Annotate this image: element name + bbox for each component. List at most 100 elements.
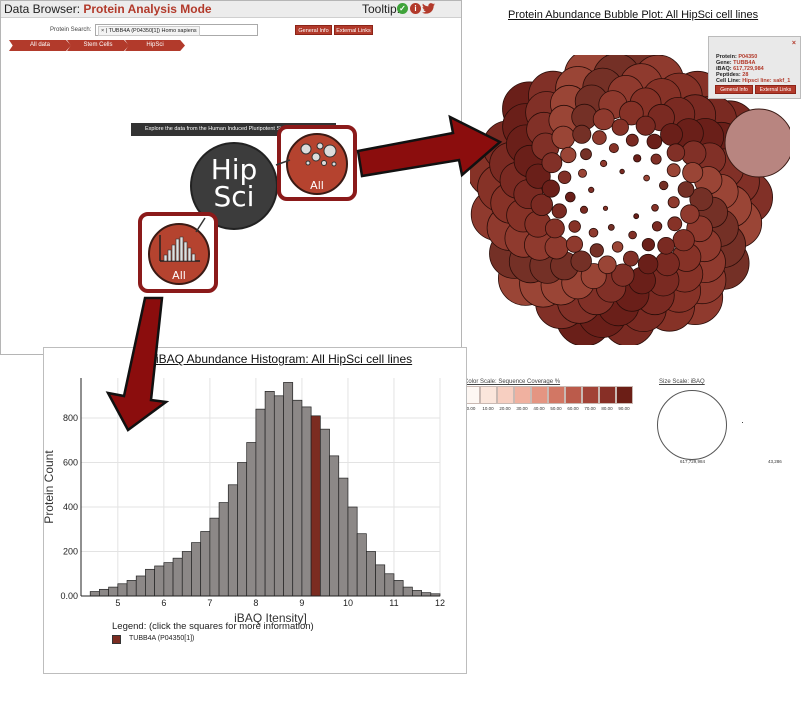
bubble-plot-tile[interactable]: All xyxy=(277,125,357,201)
bubble[interactable] xyxy=(592,108,615,131)
histogram-bar[interactable] xyxy=(181,551,192,597)
bubble[interactable] xyxy=(650,153,662,165)
breadcrumb-all-data[interactable]: All data xyxy=(9,40,71,51)
bubble[interactable] xyxy=(654,251,680,277)
tooltip-external-links-button[interactable]: External Links xyxy=(755,85,796,94)
bubble[interactable] xyxy=(611,241,624,253)
histogram-bar[interactable] xyxy=(338,477,349,597)
histogram-bar[interactable] xyxy=(347,506,358,597)
search-token[interactable]: × | TUBB4A (P04350[1]) Homo sapiens xyxy=(98,26,200,36)
bubble[interactable] xyxy=(635,115,656,136)
breadcrumb-stem-cells[interactable]: Stem Cells xyxy=(67,40,129,51)
bubble[interactable] xyxy=(544,235,569,260)
bubble[interactable] xyxy=(643,174,650,182)
breadcrumb-hipsci[interactable]: HipSci xyxy=(125,40,185,51)
histogram-bar[interactable] xyxy=(126,580,137,597)
bubble[interactable] xyxy=(545,218,565,239)
bubble[interactable] xyxy=(660,123,683,146)
bubble[interactable] xyxy=(666,143,686,162)
histogram-bar[interactable] xyxy=(227,484,238,597)
histogram-bar[interactable] xyxy=(191,542,202,597)
bubble[interactable] xyxy=(611,263,635,287)
twitter-icon[interactable] xyxy=(422,3,435,14)
histogram-bar[interactable] xyxy=(412,590,422,597)
external-links-button[interactable]: External Links xyxy=(334,25,373,35)
bubble[interactable] xyxy=(682,162,704,184)
bubble[interactable] xyxy=(667,216,683,232)
tooltip-close-icon[interactable]: × xyxy=(791,40,796,47)
bubble[interactable] xyxy=(633,213,640,220)
histogram-bar[interactable] xyxy=(384,573,395,597)
histogram-bar[interactable] xyxy=(393,580,404,597)
bubble[interactable] xyxy=(602,205,609,211)
bubble[interactable] xyxy=(677,181,695,198)
bubble[interactable] xyxy=(578,168,588,178)
bubble[interactable] xyxy=(657,237,675,255)
bubble[interactable] xyxy=(628,230,637,240)
bubble[interactable] xyxy=(588,227,599,238)
bubble[interactable] xyxy=(658,180,669,191)
bubble[interactable] xyxy=(651,221,663,232)
protein-search-input[interactable]: × | TUBB4A (P04350[1]) Homo sapiens xyxy=(95,24,258,36)
bubble[interactable] xyxy=(641,238,655,252)
bubble[interactable] xyxy=(557,170,572,185)
histogram-bar[interactable] xyxy=(402,586,413,597)
histogram-bar[interactable] xyxy=(255,408,266,597)
bubble[interactable] xyxy=(680,204,700,224)
histogram-bar[interactable] xyxy=(218,502,229,597)
histogram-bar[interactable] xyxy=(89,591,100,597)
histogram-bar[interactable] xyxy=(319,428,330,597)
histogram-bar[interactable] xyxy=(200,531,211,597)
histogram-bar[interactable] xyxy=(375,564,386,597)
histogram-bar[interactable] xyxy=(99,588,109,597)
bubble[interactable] xyxy=(530,193,554,217)
bubble[interactable] xyxy=(600,159,608,168)
histogram-bar[interactable] xyxy=(301,406,312,597)
histogram-bar[interactable] xyxy=(356,533,367,597)
bubble[interactable] xyxy=(646,133,663,150)
histogram-bar[interactable] xyxy=(421,592,432,597)
bubble[interactable] xyxy=(572,124,592,144)
bubble[interactable] xyxy=(598,255,617,275)
bubble[interactable] xyxy=(622,250,639,267)
bubble[interactable] xyxy=(525,163,551,189)
legend-swatch[interactable] xyxy=(112,635,121,644)
bubble[interactable] xyxy=(619,168,625,175)
info-icon[interactable]: i xyxy=(410,3,421,14)
histogram-bar[interactable] xyxy=(283,382,294,597)
bubble[interactable] xyxy=(666,163,681,178)
bubble[interactable] xyxy=(619,100,644,126)
histogram-bar[interactable] xyxy=(273,395,284,597)
bubble[interactable] xyxy=(565,191,576,203)
histogram-bar[interactable] xyxy=(366,551,376,597)
bubble[interactable] xyxy=(580,205,589,214)
histogram-bar[interactable] xyxy=(135,575,146,597)
check-icon[interactable]: ✓ xyxy=(397,3,408,14)
histogram-bar[interactable] xyxy=(209,517,220,597)
bubble[interactable] xyxy=(570,250,592,272)
bubble[interactable] xyxy=(541,152,563,174)
bubble[interactable] xyxy=(637,253,659,275)
histogram-bar[interactable] xyxy=(292,399,303,597)
general-info-button[interactable]: General Info xyxy=(295,25,332,35)
histogram-bar[interactable] xyxy=(154,565,165,597)
bubble[interactable] xyxy=(689,187,714,212)
histogram-bar[interactable] xyxy=(329,455,340,597)
bubble[interactable] xyxy=(611,118,629,136)
bubble[interactable] xyxy=(551,125,576,150)
histogram-bar[interactable] xyxy=(145,568,156,597)
bubble[interactable] xyxy=(607,223,615,231)
histogram-bar-highlight[interactable] xyxy=(310,415,321,597)
histogram-bar[interactable] xyxy=(108,586,119,597)
bubble[interactable] xyxy=(625,133,639,147)
histogram-bar[interactable] xyxy=(246,442,257,597)
histogram-bar[interactable] xyxy=(163,562,174,597)
histogram-chart[interactable]: 5 6 7 8 9 10 11 12 0.00 200 400 600 800 iBAQ Itensity… xyxy=(43,368,463,633)
bubble[interactable] xyxy=(589,243,604,258)
bubble[interactable] xyxy=(560,146,577,164)
bubble[interactable] xyxy=(541,179,560,198)
bubble[interactable] xyxy=(651,204,659,212)
bubble[interactable] xyxy=(551,203,567,219)
histogram-bar[interactable] xyxy=(237,462,248,597)
histogram-bar[interactable] xyxy=(117,583,128,597)
